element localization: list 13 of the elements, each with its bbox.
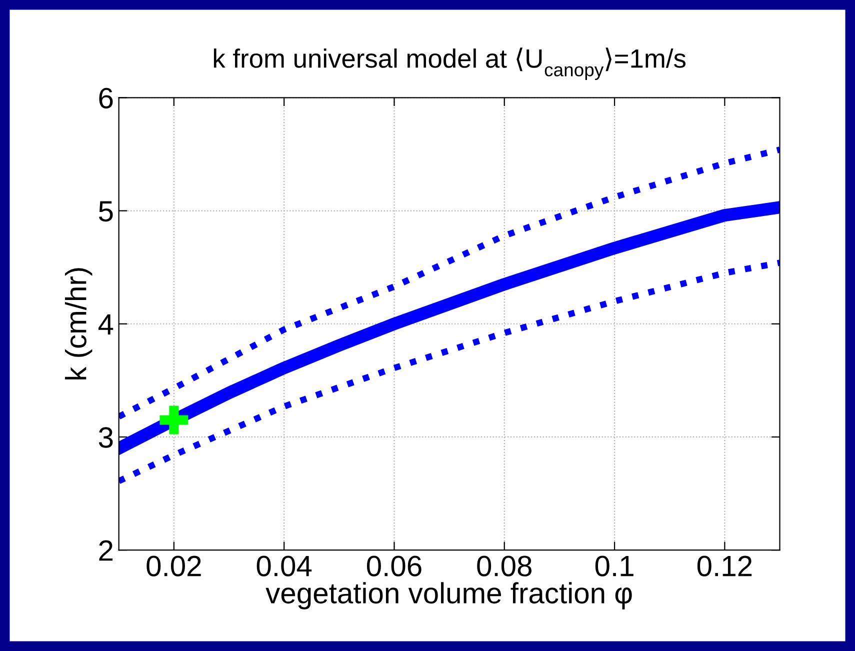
y-tick-label: 4 xyxy=(98,314,114,334)
y-tick-label: 3 xyxy=(98,427,113,448)
y-tick-label: 5 xyxy=(98,201,113,222)
x-tick-label: 0.08 xyxy=(477,556,532,576)
x-tick-label: 0.1 xyxy=(595,556,634,576)
x-tick-label: 0.04 xyxy=(256,556,312,576)
y-axis-title: k (cm/hr) xyxy=(65,268,92,380)
y-tick-label: 2 xyxy=(99,540,113,561)
x-tick-label: 0.06 xyxy=(366,556,422,576)
x-axis-title: vegetation volume fraction φ xyxy=(266,582,632,610)
x-tick-label: 0.02 xyxy=(146,556,201,576)
y-tick-label: 6 xyxy=(99,88,113,109)
x-tick-label: 0.12 xyxy=(697,556,752,576)
